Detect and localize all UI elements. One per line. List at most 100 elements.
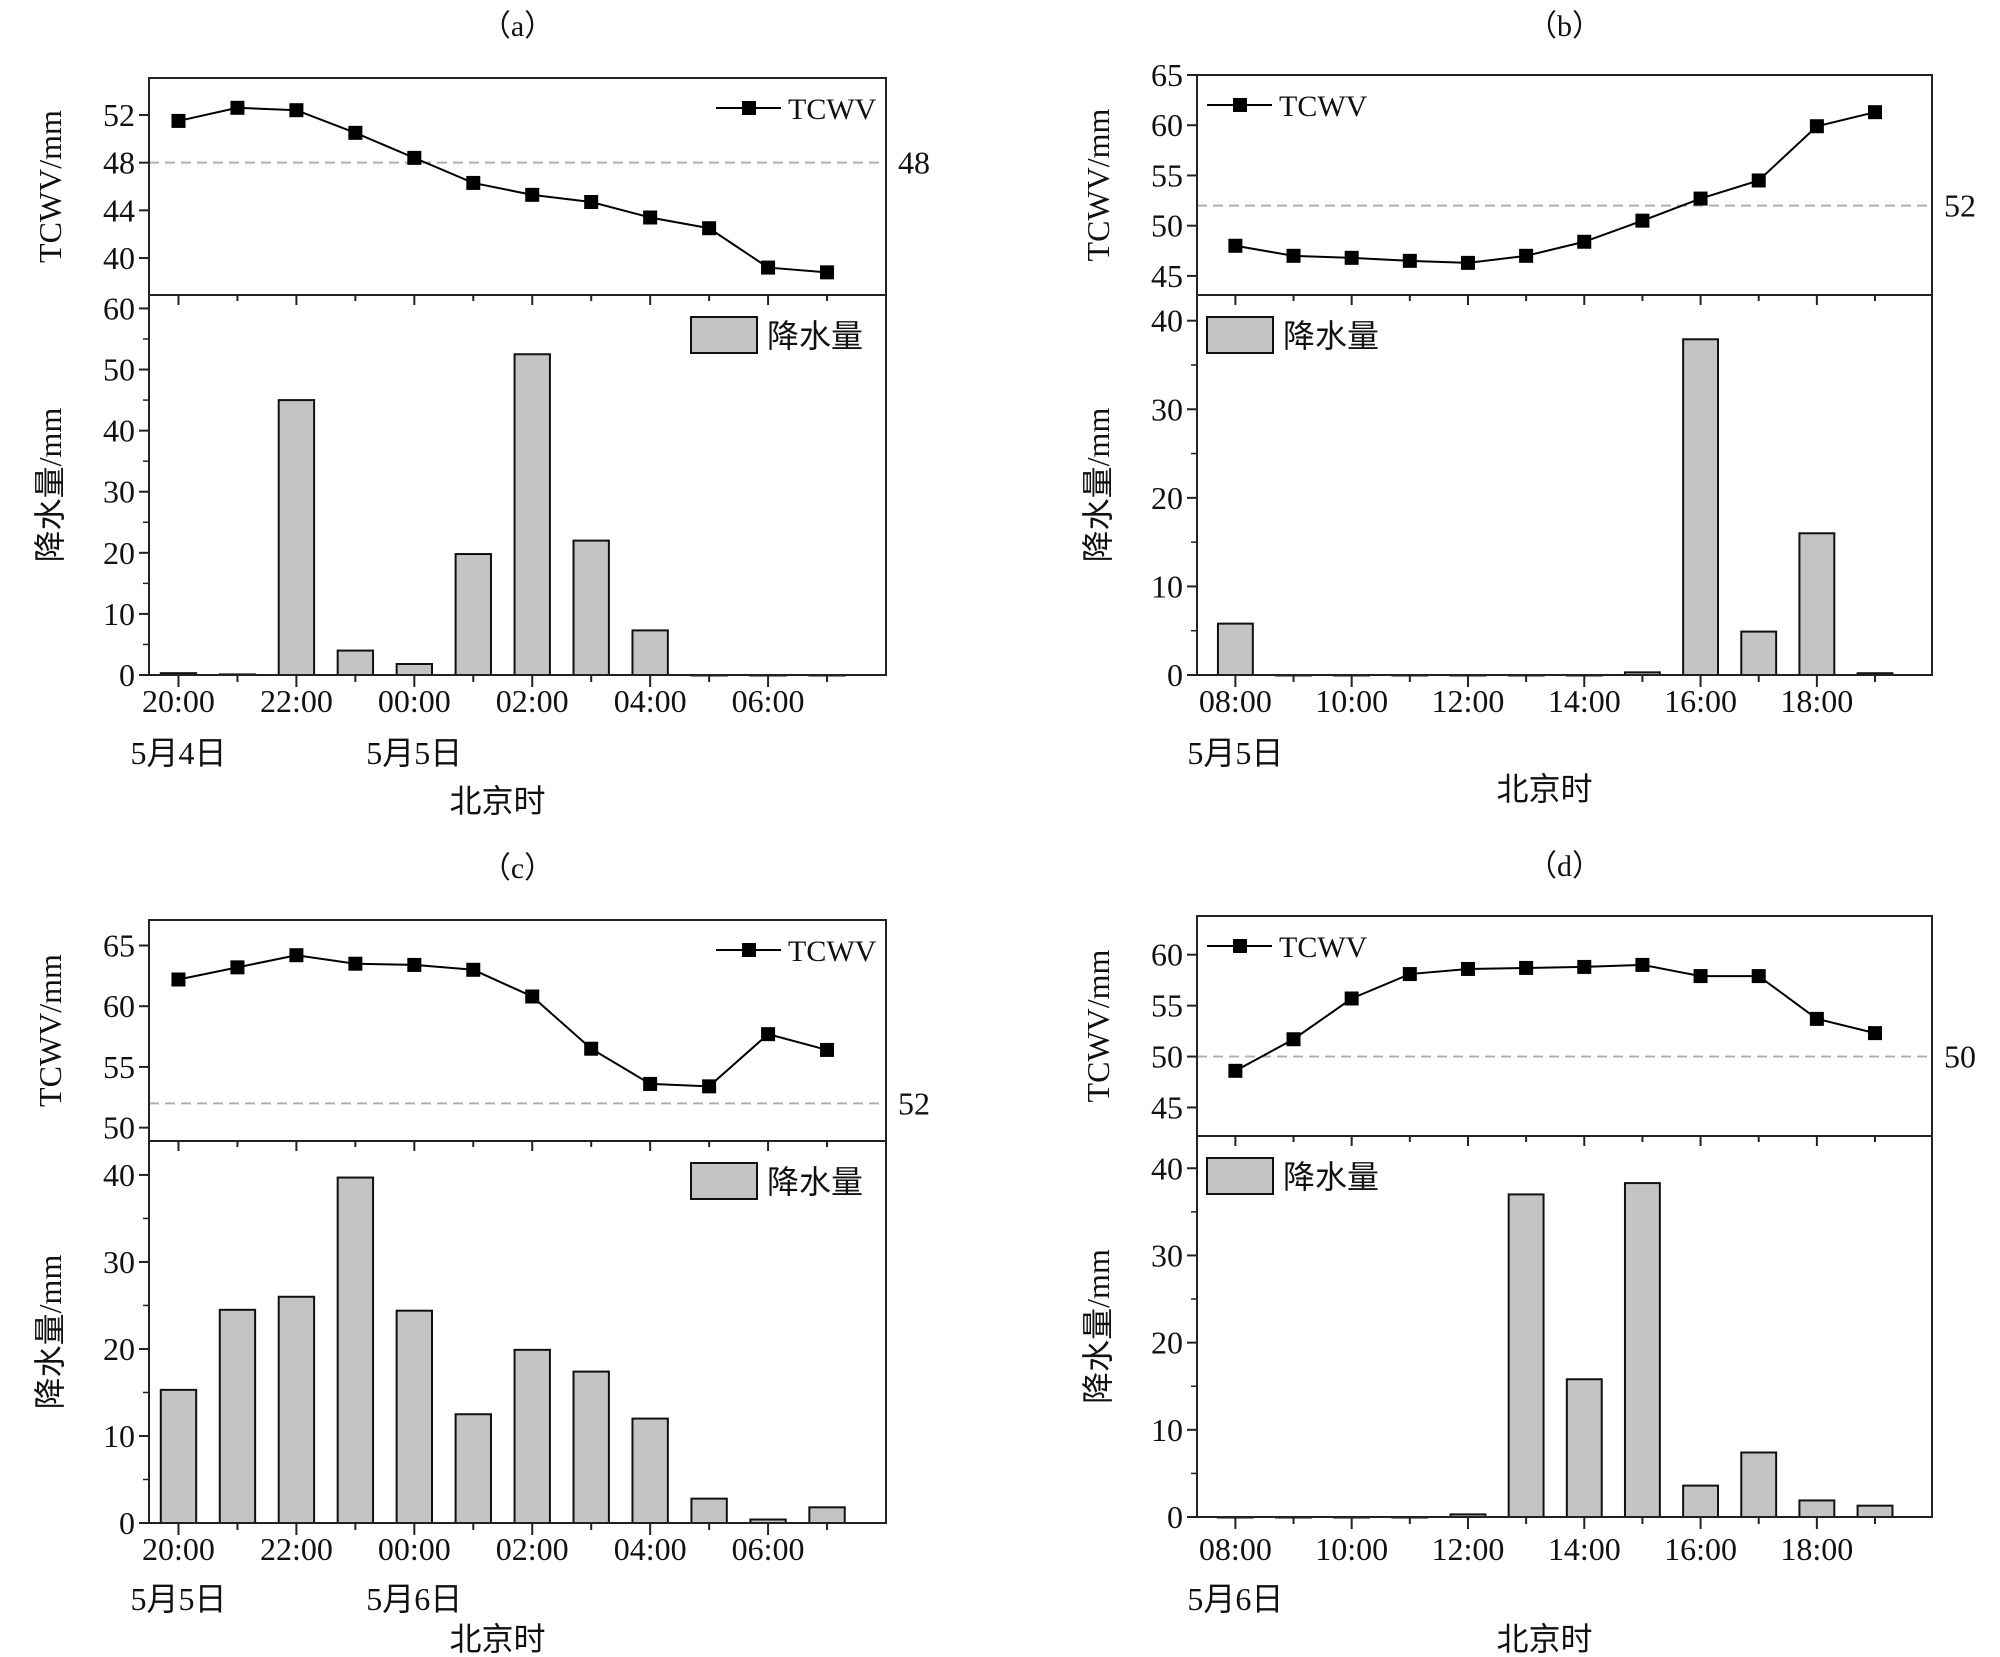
y-tick-label: 65 bbox=[103, 928, 135, 964]
tcwv-point bbox=[289, 948, 304, 963]
tcwv-point bbox=[643, 210, 658, 225]
legend-label-tcwv: TCWV bbox=[788, 93, 877, 126]
x-axis-label: 北京时 bbox=[1496, 1621, 1592, 1657]
y-tick-label: 50 bbox=[1151, 1039, 1183, 1075]
panel-a: （a） 48 40 44 48 52 0 10 20 30 40 50 60 TCWV/mm 降水量/mm 2… bbox=[32, 10, 930, 819]
x-tick-label: 08:00 bbox=[1199, 1531, 1272, 1567]
y-tick-label: 30 bbox=[1151, 391, 1183, 427]
bar bbox=[218, 1308, 257, 1524]
tcwv-point bbox=[761, 260, 776, 275]
y-tick-label: 0 bbox=[119, 1505, 135, 1541]
bar bbox=[1216, 622, 1254, 676]
tcwv-point bbox=[1460, 255, 1475, 270]
tcwv-point bbox=[230, 100, 245, 115]
tcwv-point bbox=[348, 956, 363, 971]
date-label: 5月5日 bbox=[130, 1581, 226, 1617]
tcwv-point bbox=[525, 187, 540, 202]
tcwv-point bbox=[1519, 960, 1534, 975]
legend-label-tcwv: TCWV bbox=[1279, 931, 1368, 964]
tcwv-point bbox=[1286, 1032, 1301, 1047]
tcwv-point bbox=[1577, 959, 1592, 974]
y-axis-label-tcwv: TCWV/mm bbox=[1080, 949, 1116, 1102]
plot-frame bbox=[148, 919, 887, 1524]
tcwv-point bbox=[466, 175, 481, 190]
y-axis-label-rain: 降水量/mm bbox=[32, 1255, 68, 1410]
x-tick-label: 18:00 bbox=[1780, 683, 1853, 719]
y-axis-label-rain: 降水量/mm bbox=[1080, 1249, 1116, 1404]
threshold-label: 52 bbox=[1944, 188, 1976, 224]
x-tick-label: 04:00 bbox=[614, 1531, 687, 1567]
panel-title: （b） bbox=[1527, 10, 1602, 43]
legend-marker bbox=[742, 101, 756, 115]
legend-label-tcwv: TCWV bbox=[1279, 90, 1368, 123]
tcwv-point bbox=[1809, 1011, 1824, 1026]
y-tick-label: 30 bbox=[103, 474, 135, 510]
tcwv-point bbox=[466, 962, 481, 977]
panel-d: （d） 50 45 50 55 60 0 10 20 30 40 TCWV/mm 降水量/mm 08:00… bbox=[1080, 850, 1976, 1657]
x-tick-label: 06:00 bbox=[732, 683, 805, 719]
y-tick-label: 50 bbox=[1151, 208, 1183, 244]
y-tick-label: 60 bbox=[103, 290, 135, 326]
y-tick-label: 45 bbox=[1151, 258, 1183, 294]
tcwv-point bbox=[761, 1027, 776, 1042]
y-tick-label: 0 bbox=[1167, 1499, 1183, 1535]
bar bbox=[631, 1417, 669, 1524]
y-tick-label: 20 bbox=[103, 535, 135, 571]
legend-marker bbox=[1233, 98, 1247, 112]
tcwv-point bbox=[1635, 957, 1650, 972]
legend-label-rain: 降水量 bbox=[767, 1164, 863, 1200]
bar bbox=[277, 1295, 316, 1524]
bar bbox=[808, 1506, 846, 1525]
tcwv-point bbox=[171, 113, 186, 128]
tcwv-line bbox=[1235, 111, 1876, 264]
y-tick-label: 50 bbox=[103, 1110, 135, 1146]
tcwv-point bbox=[1809, 119, 1824, 134]
bar bbox=[513, 1348, 551, 1524]
tcwv-point bbox=[407, 957, 422, 972]
y-tick-label: 20 bbox=[1151, 1325, 1183, 1361]
x-axis-label: 北京时 bbox=[449, 783, 545, 819]
bar bbox=[631, 629, 669, 676]
date-label: 5月6日 bbox=[366, 1581, 462, 1617]
x-tick-label: 20:00 bbox=[142, 1531, 215, 1567]
x-tick-label: 20:00 bbox=[142, 683, 215, 719]
bar bbox=[1798, 532, 1836, 677]
tcwv-point bbox=[1693, 969, 1708, 984]
tcwv-point bbox=[643, 1076, 658, 1091]
y-tick-label: 40 bbox=[103, 1157, 135, 1193]
plot-frame bbox=[1196, 74, 1933, 676]
y-tick-label: 10 bbox=[103, 1418, 135, 1454]
tcwv-point bbox=[820, 265, 835, 280]
date-label: 5月5日 bbox=[366, 735, 462, 771]
bar bbox=[336, 649, 375, 676]
x-tick-label: 14:00 bbox=[1548, 683, 1621, 719]
bar bbox=[1740, 630, 1778, 677]
legend-label-rain: 降水量 bbox=[767, 318, 863, 354]
x-tick-label: 04:00 bbox=[614, 683, 687, 719]
x-tick-label: 18:00 bbox=[1780, 1531, 1853, 1567]
y-tick-label: 0 bbox=[119, 657, 135, 693]
legend-marker bbox=[742, 943, 756, 957]
tcwv-point bbox=[1635, 213, 1650, 228]
tcwv-point bbox=[1751, 173, 1766, 188]
y-tick-label: 30 bbox=[1151, 1237, 1183, 1273]
tcwv-point bbox=[1402, 967, 1417, 982]
y-tick-label: 30 bbox=[103, 1244, 135, 1280]
panel-title: （a） bbox=[481, 10, 554, 43]
bar bbox=[454, 1413, 492, 1525]
y-tick-label: 45 bbox=[1151, 1089, 1183, 1125]
plot-frame bbox=[148, 77, 887, 676]
bar bbox=[277, 399, 316, 676]
x-tick-label: 00:00 bbox=[378, 683, 451, 719]
legend-bar-swatch bbox=[690, 316, 758, 354]
legend-label-tcwv: TCWV bbox=[788, 935, 877, 968]
tcwv-point bbox=[1868, 1026, 1883, 1041]
bar bbox=[1623, 1182, 1661, 1518]
y-tick-label: 60 bbox=[1151, 937, 1183, 973]
x-axis-label: 北京时 bbox=[449, 1621, 545, 1657]
y-tick-label: 55 bbox=[1151, 988, 1183, 1024]
bar bbox=[1682, 338, 1720, 676]
x-tick-label: 12:00 bbox=[1432, 1531, 1505, 1567]
x-tick-label: 14:00 bbox=[1548, 1531, 1621, 1567]
tcwv-point bbox=[1868, 105, 1883, 120]
